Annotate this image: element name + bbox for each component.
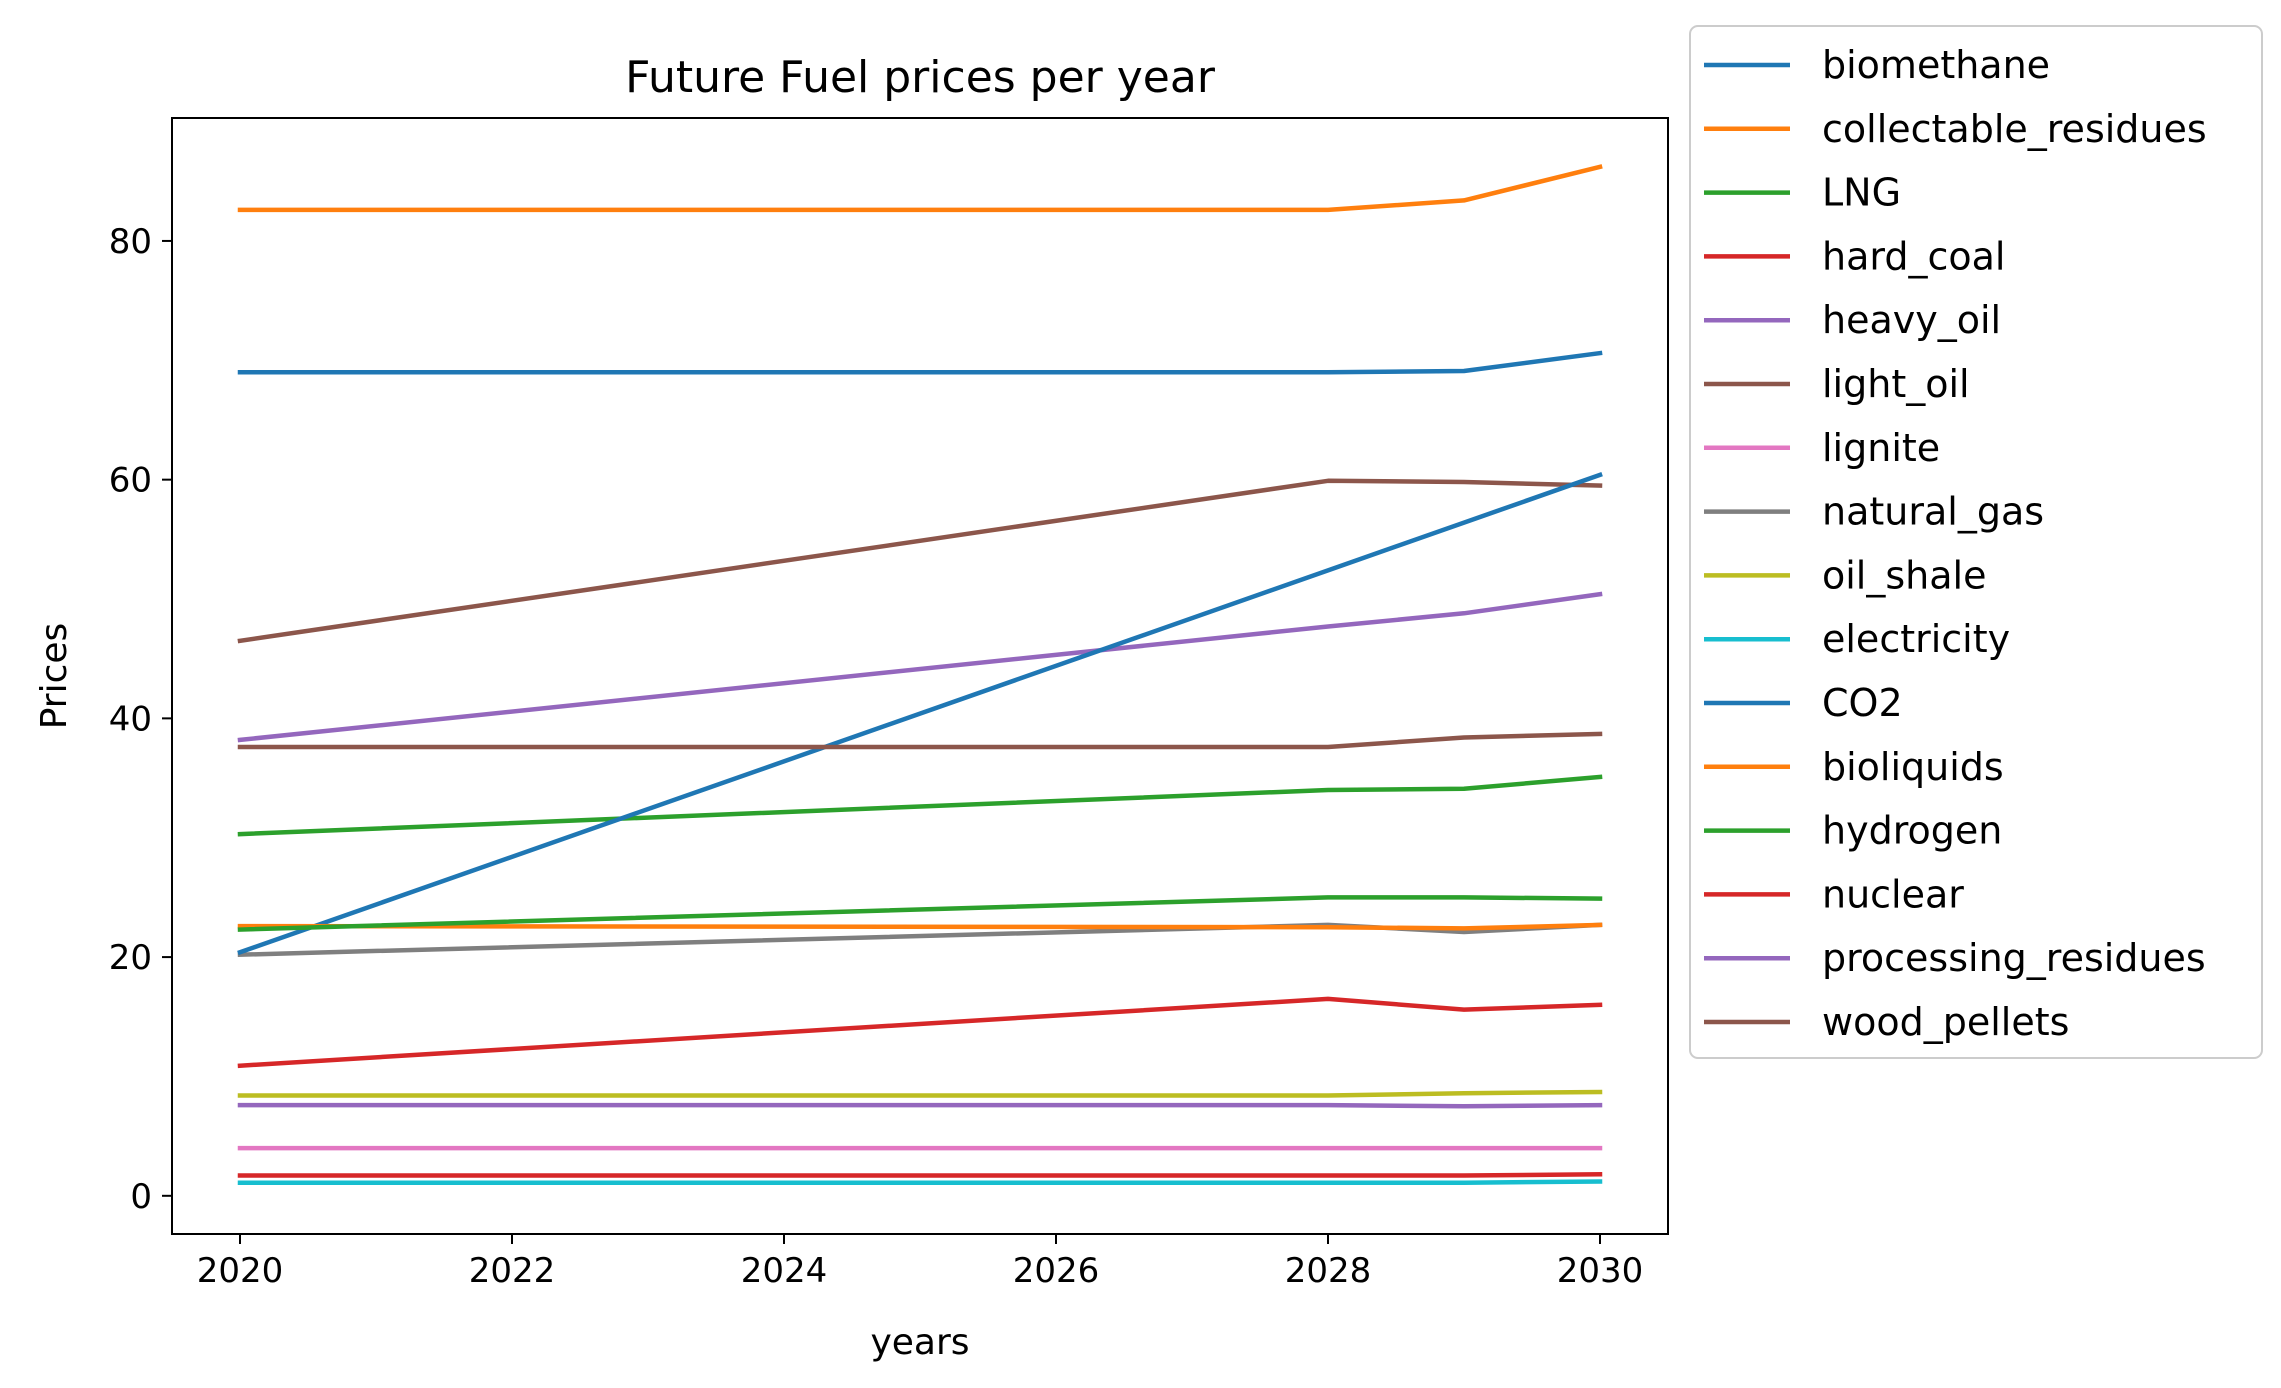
series-line-biomethane [237, 350, 1603, 375]
x-tick-label: 2030 [1557, 1251, 1644, 1291]
plot-frame [171, 117, 1669, 1235]
legend-label: wood_pellets [1822, 1000, 2069, 1044]
x-tick-label: 2026 [1013, 1251, 1100, 1291]
series-line-wood-pellets [237, 731, 1603, 750]
legend-label: natural_gas [1822, 490, 2044, 534]
series-line-oil-shale [237, 1089, 1603, 1098]
series-line-bioliquids [237, 922, 1603, 931]
legend-label: bioliquids [1822, 745, 2004, 789]
legend-label: LNG [1822, 171, 1901, 215]
y-axis-label: Prices [34, 623, 75, 730]
x-tick-label: 2024 [741, 1251, 828, 1291]
legend-label: hard_coal [1822, 234, 2005, 278]
legend-label: nuclear [1822, 872, 1964, 916]
legend-label: electricity [1822, 617, 2010, 661]
y-tick-label: 40 [109, 699, 152, 739]
series-layer [237, 164, 1603, 1185]
series-line-collectable-residues [237, 164, 1603, 213]
legend-label: collectable_residues [1822, 107, 2207, 151]
legend-label: biomethane [1822, 43, 2050, 87]
series-line-nuclear [237, 1172, 1603, 1178]
x-tick-label: 2022 [469, 1251, 556, 1291]
series-line-processing-residues [237, 1102, 1603, 1109]
series-line-hydrogen [237, 895, 1603, 932]
x-tick-label: 2028 [1285, 1251, 1372, 1291]
x-axis-ticks: 2020 2022 2024 2026 2028 2030 [197, 1234, 1644, 1291]
legend: biomethane collectable_residues LNG hard_co… [1689, 25, 2263, 1059]
y-axis-ticks: 0 20 40 60 80 [109, 222, 172, 1217]
series-line-co2 [237, 472, 1603, 956]
series-line-lng [237, 774, 1603, 837]
y-tick-label: 80 [109, 222, 152, 262]
series-line-light-oil [237, 478, 1603, 644]
x-axis-label: years [870, 1322, 969, 1363]
legend-label: lignite [1822, 426, 1940, 470]
series-line-electricity [237, 1179, 1603, 1185]
chart-title: Future Fuel prices per year [625, 52, 1216, 103]
y-tick-label: 60 [109, 461, 152, 501]
series-line-hard-coal [237, 996, 1603, 1069]
legend-label: oil_shale [1822, 553, 1986, 597]
legend-label: hydrogen [1822, 809, 2002, 853]
y-tick-label: 0 [130, 1177, 152, 1217]
legend-label: light_oil [1822, 362, 1970, 406]
series-line-heavy-oil [237, 591, 1603, 743]
legend-frame [1689, 25, 2263, 1059]
legend-label: heavy_oil [1822, 298, 2001, 342]
legend-label: CO2 [1822, 681, 1903, 725]
legend-label: processing_residues [1822, 936, 2206, 980]
y-tick-label: 20 [109, 938, 152, 978]
x-tick-label: 2020 [197, 1251, 284, 1291]
